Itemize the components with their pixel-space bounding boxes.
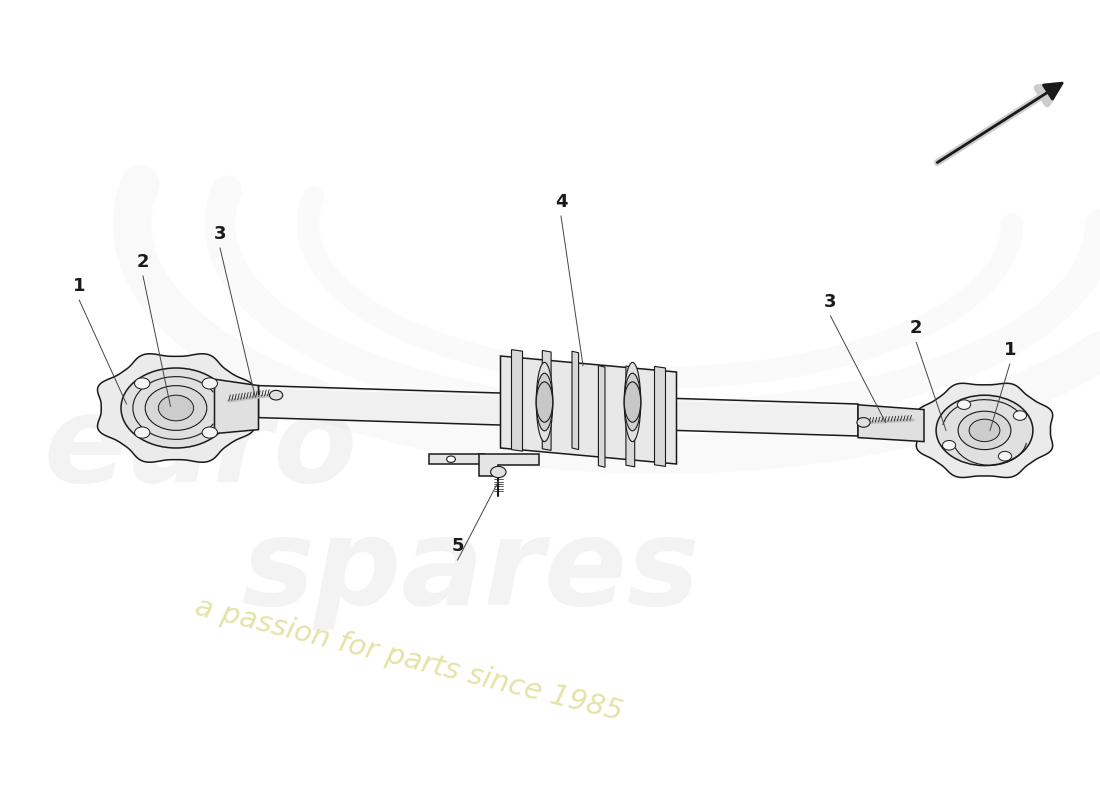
Ellipse shape [625,373,640,430]
Polygon shape [512,350,522,451]
Circle shape [491,466,506,478]
Circle shape [134,427,150,438]
Polygon shape [626,366,635,467]
Circle shape [857,418,870,427]
Polygon shape [214,379,258,434]
Text: 4: 4 [554,193,568,210]
Text: 5: 5 [451,537,464,554]
Circle shape [134,378,150,389]
Text: euro: euro [44,390,359,506]
Polygon shape [572,351,579,450]
Polygon shape [858,405,924,442]
Circle shape [943,441,956,450]
Circle shape [999,451,1012,461]
Polygon shape [654,366,666,466]
Text: 1: 1 [73,277,86,294]
Circle shape [270,390,283,400]
Circle shape [121,368,231,448]
Polygon shape [478,454,539,476]
Polygon shape [429,454,484,464]
Circle shape [447,456,455,462]
Circle shape [958,411,1011,450]
Ellipse shape [537,382,552,422]
Polygon shape [542,350,551,450]
Circle shape [1013,410,1026,420]
Polygon shape [916,383,1053,478]
Polygon shape [598,366,605,467]
Circle shape [957,400,970,410]
Polygon shape [98,354,254,462]
Text: 1: 1 [1003,341,1016,358]
Ellipse shape [537,373,552,430]
Polygon shape [258,386,858,436]
Text: 3: 3 [824,293,837,310]
Circle shape [969,419,1000,442]
Circle shape [936,395,1033,466]
Circle shape [158,395,194,421]
Text: 2: 2 [910,319,923,337]
Ellipse shape [625,362,640,442]
Polygon shape [500,356,676,464]
Circle shape [202,427,218,438]
Text: a passion for parts since 1985: a passion for parts since 1985 [192,594,626,726]
Ellipse shape [537,362,552,442]
Ellipse shape [625,382,640,422]
Circle shape [145,386,207,430]
Text: 3: 3 [213,225,227,242]
Text: 2: 2 [136,253,150,270]
Circle shape [202,378,218,389]
Text: spares: spares [242,514,701,630]
